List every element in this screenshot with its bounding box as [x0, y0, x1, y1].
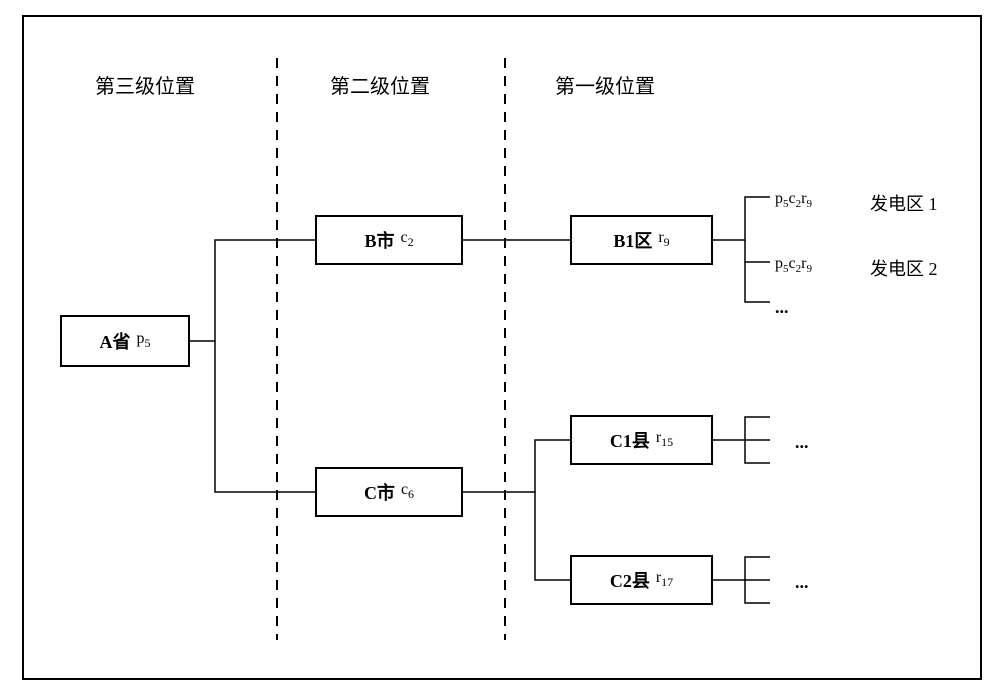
leaf-ellipsis-4: ...: [795, 432, 809, 453]
node-county-c1: C1县r15: [570, 415, 713, 465]
leaf-code-2: p5c2r9: [775, 255, 812, 275]
leaf-desc-2: 发电区 2: [870, 255, 938, 281]
header-level3: 第三级位置: [95, 70, 195, 99]
node-county-c2: C2县r17: [570, 555, 713, 605]
node-city-c: C市c6: [315, 467, 463, 517]
header-level2: 第二级位置: [330, 70, 430, 99]
header-level1: 第一级位置: [555, 70, 655, 99]
leaf-ellipsis-3: ...: [775, 297, 789, 318]
leaf-desc-1: 发电区 1: [870, 190, 938, 216]
leaf-ellipsis-5: ...: [795, 572, 809, 593]
node-province: A省p5: [60, 315, 190, 367]
node-district-b1: B1区r9: [570, 215, 713, 265]
node-city-b: B市c2: [315, 215, 463, 265]
leaf-code-1: p5c2r9: [775, 190, 812, 210]
